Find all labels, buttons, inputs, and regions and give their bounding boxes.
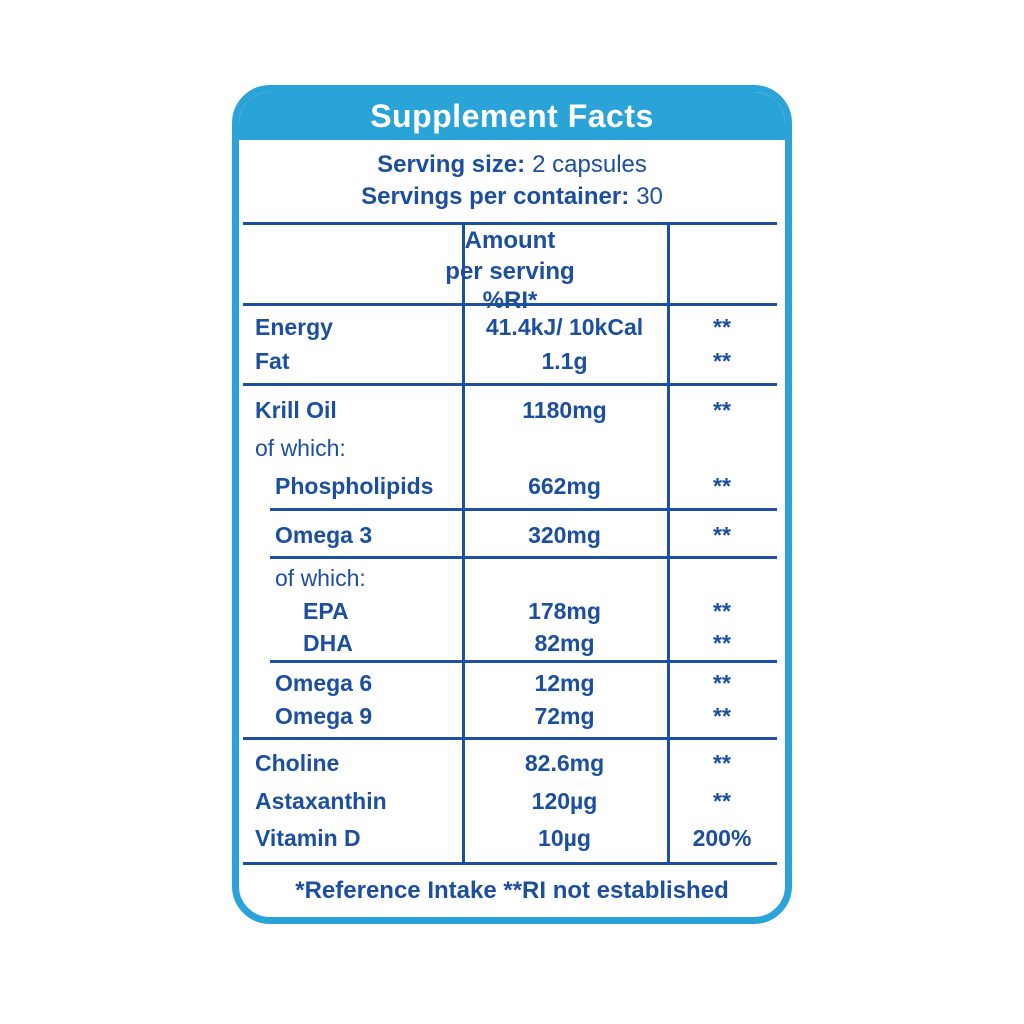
- row-amount: 82.6mg: [524, 750, 605, 777]
- row-ri: **: [713, 348, 731, 375]
- table-row-omega-3: Omega 3 320mg **: [243, 522, 777, 549]
- row-amount: 320mg: [528, 521, 601, 548]
- row-amount: 178mg: [528, 597, 601, 624]
- row-ri: **: [713, 703, 731, 730]
- indented-rule: [270, 660, 777, 663]
- row-ri: **: [713, 597, 731, 624]
- row-label: of which:: [255, 435, 346, 461]
- row-group-omega-6-9: Omega 6 12mg ** Omega 9 72mg **: [243, 663, 777, 740]
- row-ri: **: [713, 750, 731, 777]
- row-label: Krill Oil: [255, 397, 337, 423]
- table-row-omega-9: Omega 9 72mg **: [243, 703, 777, 730]
- row-label: Astaxanthin: [255, 787, 387, 814]
- table-row-of-which-2: of which:: [243, 565, 777, 592]
- supplement-facts-panel: Supplement Facts Serving size: 2 capsules…: [232, 85, 792, 924]
- row-amount: 120µg: [531, 787, 598, 814]
- row-amount: 41.4kJ/ 10kCal: [485, 313, 644, 340]
- row-group-krill-oil: Krill Oil 1180mg ** of which: Phospholip…: [243, 386, 777, 511]
- row-label: Energy: [255, 313, 333, 340]
- amount-column-header: Amount per serving: [445, 227, 575, 285]
- panel-title: Supplement Facts: [370, 97, 654, 134]
- table-row-choline: Choline 82.6mg **: [243, 750, 777, 777]
- table-row-dha: DHA 82mg **: [243, 630, 777, 657]
- column-divider-2: [667, 225, 670, 862]
- row-label: Omega 3: [275, 521, 373, 548]
- row-amount: 662mg: [528, 473, 601, 499]
- row-group-micronutrients: Choline 82.6mg ** Astaxanthin 120µg ** V…: [243, 740, 777, 862]
- servings-per-container-value: 30: [636, 183, 663, 210]
- row-ri: 200%: [692, 824, 752, 851]
- indented-rule: [270, 508, 777, 511]
- row-ri: **: [713, 630, 731, 657]
- ri-column-header: %RI*: [482, 287, 538, 314]
- row-ri: **: [713, 787, 731, 814]
- row-label: Vitamin D: [255, 824, 361, 851]
- row-label: Phospholipids: [275, 473, 434, 499]
- table-row-phospholipids: Phospholipids 662mg **: [243, 473, 777, 500]
- reference-intake-note: *Reference Intake **RI not established: [295, 877, 729, 904]
- row-amount: 1.1g: [541, 348, 588, 375]
- row-label: Omega 6: [275, 669, 373, 696]
- row-amount: 72mg: [534, 703, 595, 730]
- row-ri: **: [713, 397, 731, 423]
- row-ri: **: [713, 669, 731, 696]
- table-row-astaxanthin: Astaxanthin 120µg **: [243, 788, 777, 815]
- row-label: DHA: [303, 630, 353, 657]
- row-label: Fat: [255, 348, 290, 375]
- serving-size-line: Serving size: 2 capsules: [377, 149, 647, 181]
- servings-per-container-line: Servings per container: 30: [361, 181, 663, 213]
- table-row-energy: Energy 41.4kJ/ 10kCal **: [243, 314, 777, 341]
- row-amount: 82mg: [534, 630, 595, 657]
- row-ri: **: [713, 473, 731, 499]
- column-divider-1: [462, 225, 465, 862]
- row-group-epa-dha: of which: EPA 178mg ** DHA 82mg **: [243, 559, 777, 663]
- panel-header-band: Supplement Facts: [239, 92, 785, 140]
- table-row-fat: Fat 1.1g **: [243, 348, 777, 375]
- table-row-krill-oil: Krill Oil 1180mg **: [243, 397, 777, 424]
- table-header-row: Amount per serving %RI*: [243, 225, 777, 314]
- row-ri: **: [713, 313, 731, 340]
- facts-table: Amount per serving %RI* Energy 41.4kJ/ 1…: [243, 222, 777, 865]
- row-amount: 10µg: [538, 824, 591, 851]
- servings-per-container-label: Servings per container:: [361, 183, 630, 210]
- row-label: Choline: [255, 750, 340, 777]
- row-label: EPA: [303, 597, 349, 624]
- serving-size-label: Serving size:: [377, 151, 526, 178]
- table-row-of-which-1: of which:: [243, 435, 777, 462]
- table-row-epa: EPA 178mg **: [243, 598, 777, 625]
- row-group-omega-3: Omega 3 320mg **: [243, 511, 777, 559]
- row-amount: 12mg: [534, 669, 595, 696]
- indented-rule: [270, 556, 777, 559]
- serving-size-value: 2 capsules: [532, 151, 647, 178]
- row-label: of which:: [275, 564, 366, 591]
- row-label: Omega 9: [275, 703, 373, 730]
- row-group-energy-fat: Energy 41.4kJ/ 10kCal ** Fat 1.1g **: [243, 306, 777, 386]
- row-ri: **: [713, 521, 731, 548]
- serving-info: Serving size: 2 capsules Servings per con…: [239, 140, 785, 222]
- row-amount: 1180mg: [522, 397, 607, 423]
- table-row-vitamin-d: Vitamin D 10µg 200%: [243, 825, 777, 852]
- table-row-omega-6: Omega 6 12mg **: [243, 670, 777, 697]
